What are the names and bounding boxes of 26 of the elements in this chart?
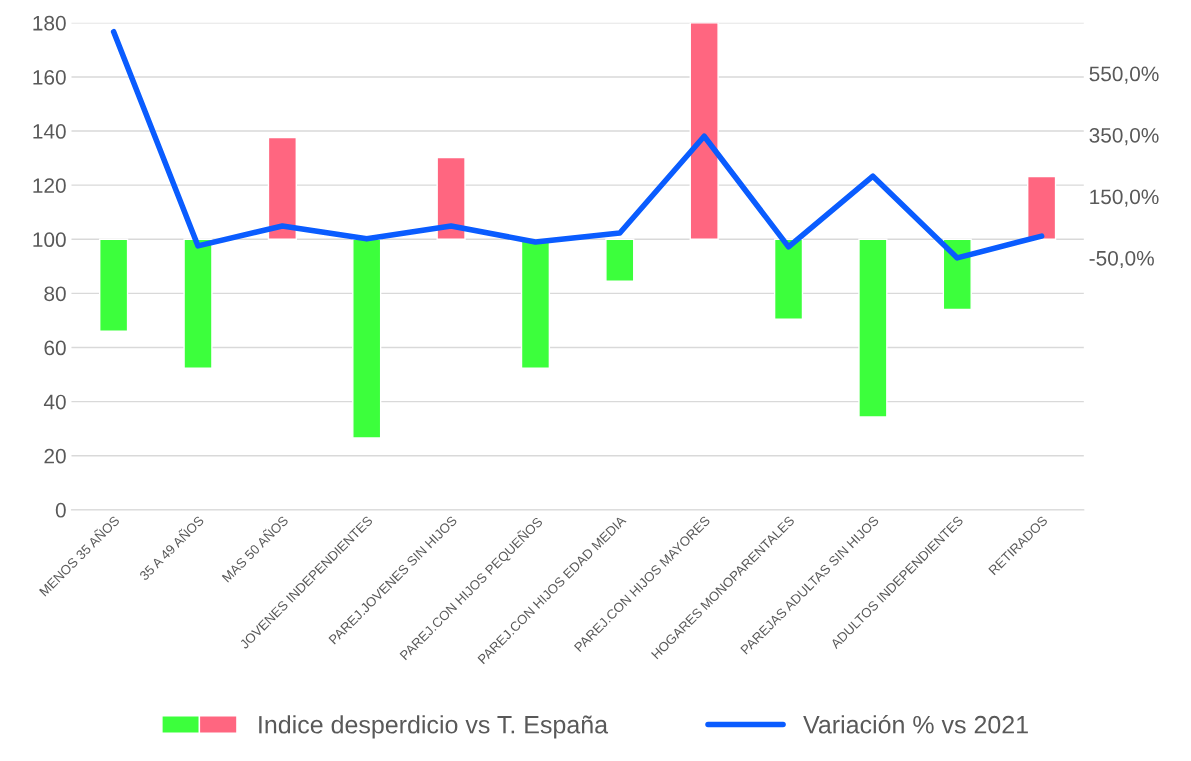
bar <box>99 238 129 332</box>
bar <box>689 22 719 240</box>
bar <box>1027 175 1057 240</box>
y-tick-label: 80 <box>44 286 66 302</box>
y2-tick-label: 550,0% <box>1089 66 1159 84</box>
bar <box>267 136 297 240</box>
y2-tick-label: -50,0% <box>1089 250 1154 269</box>
y2-tick-label: 350,0% <box>1089 127 1159 146</box>
y-tick-label: 180 <box>33 15 66 31</box>
bar <box>183 238 213 369</box>
y2-tick-label: 150,0% <box>1090 189 1159 207</box>
legend-label: Indice desperdicio vs T. España <box>259 715 609 739</box>
y-tick-label: 40 <box>43 394 66 410</box>
bar <box>605 238 635 282</box>
y-tick-label: 160 <box>33 69 66 85</box>
bar <box>352 238 382 439</box>
y-tick-label: 0 <box>55 502 66 518</box>
y-tick-label: 60 <box>44 340 66 356</box>
y-tick-label: 100 <box>33 232 66 248</box>
legend-label: Variación % vs 2021 <box>803 714 1028 734</box>
y-tick-label: 20 <box>44 448 66 464</box>
bar <box>858 238 888 418</box>
bar <box>773 238 804 320</box>
bar <box>436 156 466 240</box>
y-tick-label: 120 <box>33 178 66 193</box>
y-tick-label: 140 <box>33 124 66 139</box>
